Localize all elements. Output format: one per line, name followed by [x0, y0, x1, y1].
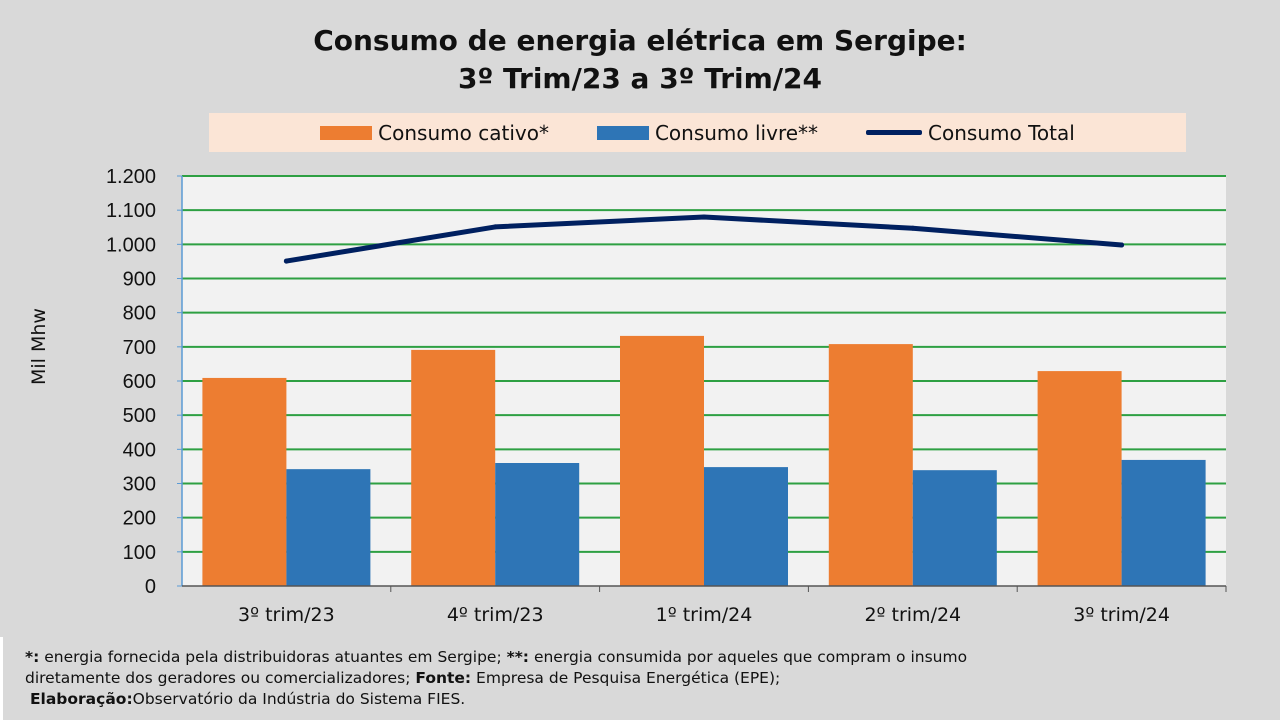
y-tick-label: 1.100	[106, 200, 156, 222]
legend-label: Consumo cativo*	[378, 120, 549, 145]
point-consumo-total	[283, 258, 289, 264]
bar-consumo-cativo	[202, 377, 287, 586]
title-line-1: Consumo de energia elétrica em Sergipe:	[313, 24, 967, 57]
bar-consumo-livre	[704, 467, 788, 586]
y-tick-label: 400	[123, 439, 156, 461]
y-tick-label: 900	[123, 269, 156, 291]
legend-label: Consumo livre**	[654, 120, 819, 145]
source-text: Empresa de Pesquisa Energética (EPE);	[471, 669, 781, 687]
x-tick-label: 4º trim/23	[447, 604, 544, 626]
bar-consumo-livre	[912, 470, 997, 586]
legend-item-cativo: Consumo cativo*	[320, 121, 549, 145]
legend-item-livre: Consumo livre**	[596, 120, 819, 145]
x-tick-label: 3º trim/23	[238, 604, 335, 626]
y-tick-label: 600	[123, 371, 156, 393]
footnote-text: energia fornecida pela distribuidoras at…	[39, 648, 507, 666]
bar-consumo-livre	[495, 463, 580, 586]
bar-consumo-cativo	[620, 335, 704, 586]
footnote-text: diretamente dos geradores ou comercializ…	[25, 669, 416, 687]
y-tick-label: 200	[123, 508, 156, 530]
point-consumo-total	[910, 225, 916, 231]
footnote-mark: **:	[506, 648, 530, 666]
bar-consumo-cativo	[1037, 371, 1122, 586]
elaboration-text: Observatório da Indústria do Sistema FIE…	[132, 690, 466, 708]
y-tick-label: 1.000	[106, 234, 156, 256]
source-label: Fonte:	[415, 669, 472, 687]
legend-line	[866, 130, 923, 135]
legend: Consumo cativo* Consumo livre** Consumo …	[209, 113, 1186, 152]
legend-swatch	[596, 125, 649, 140]
legend-item-total: Consumo Total	[866, 121, 1075, 145]
chart-title: Consumo de energia elétrica em Sergipe: …	[0, 22, 1280, 98]
y-tick-label: 0	[145, 576, 156, 598]
chart-plot: 0 100 200 300 400 500 600 700 800 900 1.000 1.100 1.…	[106, 166, 1227, 626]
y-tick-label: 500	[123, 405, 156, 427]
y-tick-label: 100	[123, 542, 156, 564]
elaboration-label: Elaboração:	[29, 690, 133, 708]
legend-label: Consumo Total	[928, 120, 1075, 145]
y-tick-label: 800	[123, 303, 156, 325]
footnote-text: energia consumida por aqueles que compra…	[529, 648, 968, 666]
title-line-2: 3º Trim/23 a 3º Trim/24	[457, 62, 823, 95]
footnote: *: energia fornecida pela distribuidoras…	[0, 637, 1280, 720]
point-consumo-total	[1119, 242, 1125, 248]
y-tick-label: 300	[123, 474, 156, 496]
x-tick-label: 1º trim/24	[656, 604, 753, 626]
bar-consumo-cativo	[411, 349, 496, 586]
x-tick-label: 2º trim/24	[864, 604, 961, 626]
y-tick-label: 700	[123, 337, 156, 359]
point-consumo-total	[701, 214, 707, 220]
bar-consumo-livre	[1121, 459, 1206, 586]
x-tick-label: 3º trim/24	[1073, 604, 1170, 626]
y-tick-label: 1.200	[106, 166, 156, 188]
point-consumo-total	[492, 224, 498, 230]
bar-consumo-cativo	[828, 344, 913, 586]
bar-consumo-livre	[286, 469, 371, 586]
footnote-mark: *:	[25, 648, 40, 666]
legend-swatch	[320, 125, 373, 140]
y-axis-label: Mil Mhw	[28, 308, 50, 385]
